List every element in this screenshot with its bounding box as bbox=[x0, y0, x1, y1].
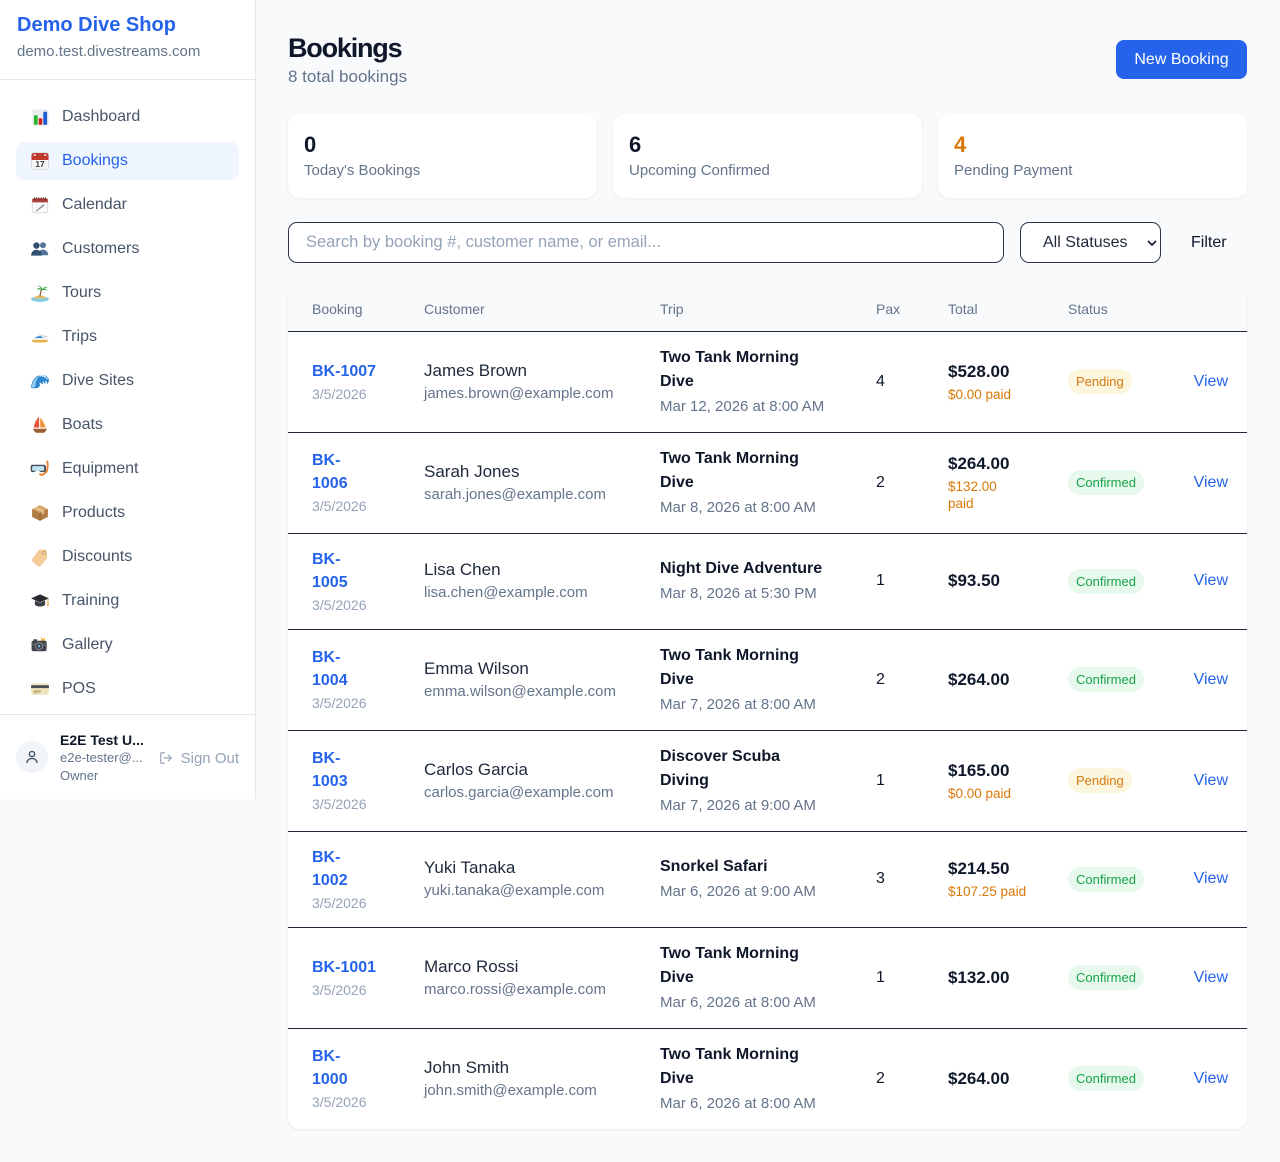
svg-text:17: 17 bbox=[35, 159, 45, 169]
